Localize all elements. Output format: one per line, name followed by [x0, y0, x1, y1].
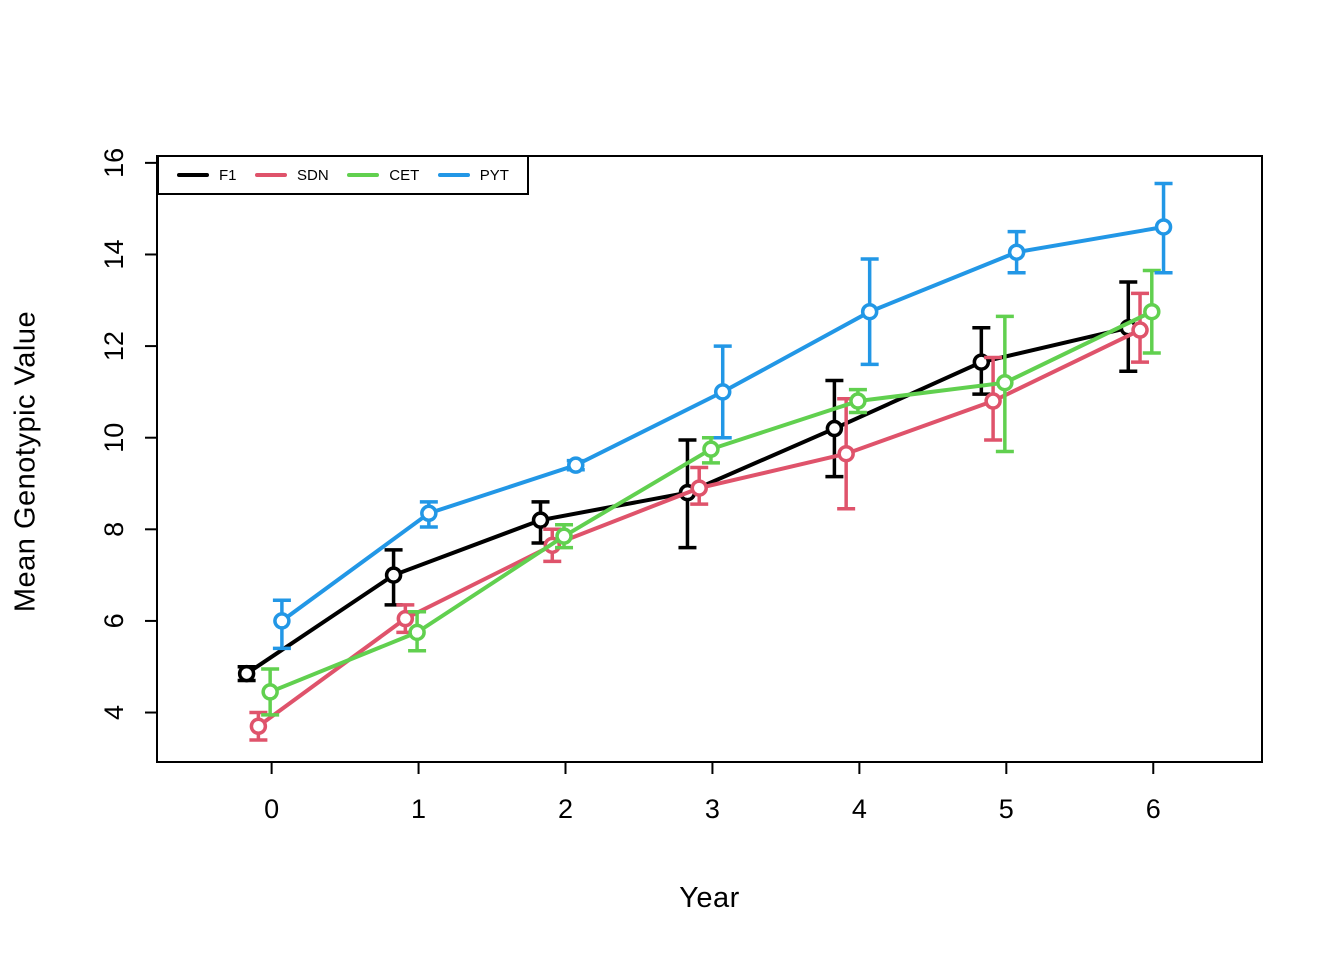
series-f1 [237, 280, 1138, 683]
x-tick-label: 4 [852, 794, 867, 824]
series-sdn [249, 291, 1150, 742]
x-tick-label: 1 [411, 794, 426, 824]
data-point-marker [1143, 302, 1161, 321]
legend-line-icon [347, 173, 380, 177]
legend-label: CET [389, 166, 420, 184]
data-point-marker [837, 444, 855, 463]
legend-item-sdn: SDN [255, 167, 329, 184]
series-cet [261, 268, 1161, 717]
x-tick-label: 5 [999, 794, 1014, 824]
legend-item-pyt: PYT [437, 166, 509, 184]
data-point-marker [396, 609, 415, 628]
data-point-marker [555, 527, 573, 545]
data-point-marker [984, 392, 1002, 410]
legend-line-icon [437, 173, 470, 177]
x-axis-title: Year [679, 882, 740, 914]
legend-line-icon [255, 173, 288, 177]
y-tick-label: 14 [99, 239, 129, 269]
legend-item-cet: CET [347, 167, 419, 184]
data-point-marker [1131, 321, 1149, 339]
data-point-marker [849, 392, 867, 410]
data-point-marker [860, 302, 879, 321]
x-tick-label: 2 [558, 794, 573, 824]
legend-label: F1 [219, 166, 237, 184]
legend-label: SDN [297, 166, 329, 184]
y-tick-label: 4 [99, 705, 129, 720]
legend-item-f1: F1 [177, 167, 237, 184]
data-point-marker [690, 479, 708, 497]
data-point-marker [249, 717, 268, 736]
y-tick-label: 16 [99, 148, 129, 178]
series-pyt [272, 181, 1173, 651]
x-tick-label: 3 [705, 794, 720, 824]
data-point-marker [384, 566, 403, 584]
data-point-marker [825, 419, 844, 438]
series-line [268, 309, 1154, 694]
data-point-marker [408, 623, 426, 642]
data-point-marker [420, 504, 438, 523]
legend-label: PYT [479, 166, 509, 184]
y-tick-label: 6 [99, 613, 129, 628]
legend-line-icon [177, 173, 209, 177]
y-axis-title: Mean Genotypic Value [9, 310, 42, 613]
legend: F1 SDN CET PYT [157, 155, 529, 195]
x-tick-label: 6 [1146, 794, 1161, 824]
data-point-marker [1154, 218, 1173, 236]
y-tick-label: 10 [99, 423, 129, 453]
data-point-marker [261, 683, 279, 701]
data-point-marker [1007, 243, 1026, 261]
data-point-marker [713, 383, 732, 401]
data-point-marker [531, 511, 550, 529]
x-tick-label: 0 [264, 794, 279, 824]
y-tick-label: 12 [99, 331, 129, 361]
data-point-marker [273, 612, 291, 630]
data-point-marker [237, 664, 256, 683]
y-tick-label: 8 [99, 522, 129, 537]
plot-box [156, 155, 1263, 763]
data-point-marker [996, 373, 1014, 392]
data-point-marker [567, 456, 585, 474]
data-point-marker [702, 440, 720, 458]
